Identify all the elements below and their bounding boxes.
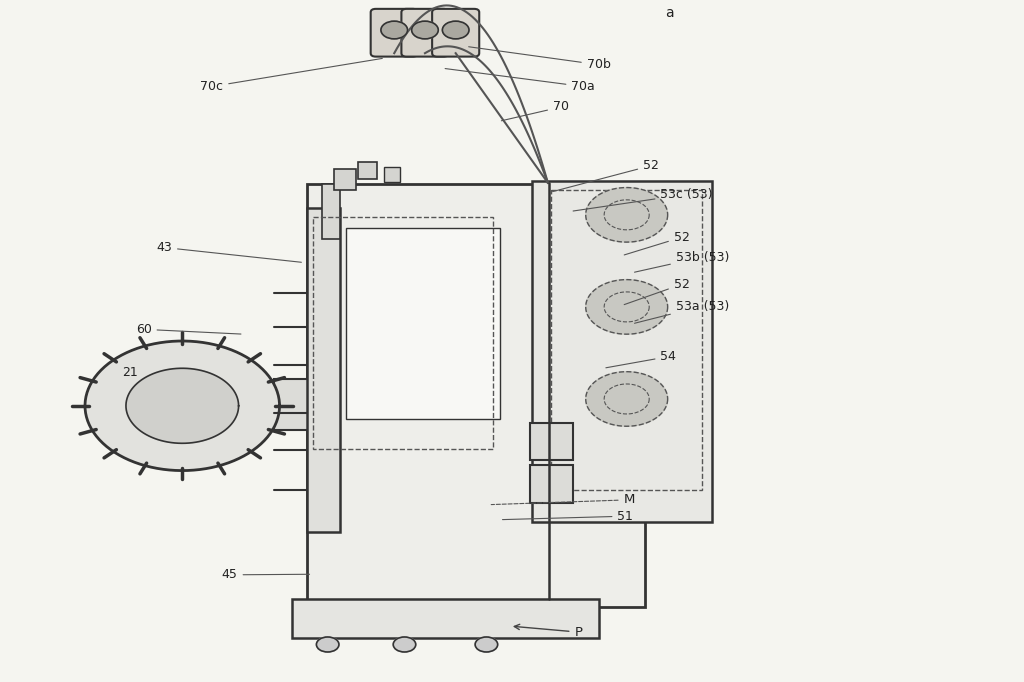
- Circle shape: [393, 637, 416, 652]
- Text: M: M: [492, 493, 635, 506]
- Text: 53a (53): 53a (53): [635, 299, 729, 323]
- Bar: [346, 228, 500, 419]
- Bar: [274, 379, 313, 430]
- Bar: [530, 465, 573, 503]
- Circle shape: [381, 21, 408, 39]
- Text: 45: 45: [221, 568, 309, 581]
- FancyBboxPatch shape: [401, 9, 449, 57]
- Bar: [384, 167, 400, 182]
- Bar: [334, 169, 356, 190]
- Text: a: a: [666, 6, 674, 20]
- Text: P: P: [514, 624, 583, 638]
- Text: 70b: 70b: [469, 47, 610, 71]
- Text: 53b (53): 53b (53): [635, 250, 729, 272]
- Circle shape: [442, 21, 469, 39]
- Polygon shape: [126, 368, 239, 443]
- Text: 51: 51: [503, 509, 634, 522]
- Text: 70c: 70c: [201, 59, 382, 93]
- Bar: [530, 423, 573, 460]
- Text: 52: 52: [553, 159, 659, 192]
- Text: 43: 43: [157, 241, 301, 263]
- Circle shape: [316, 637, 339, 652]
- Text: 54: 54: [606, 350, 677, 368]
- Polygon shape: [586, 372, 668, 426]
- Text: 53c (53): 53c (53): [573, 188, 713, 211]
- Bar: [313, 217, 493, 449]
- Text: 70: 70: [502, 100, 569, 121]
- Polygon shape: [586, 188, 668, 242]
- Text: 52: 52: [625, 278, 690, 305]
- FancyBboxPatch shape: [371, 9, 418, 57]
- Polygon shape: [586, 280, 668, 334]
- Polygon shape: [85, 341, 280, 471]
- Bar: [532, 181, 712, 522]
- Bar: [307, 208, 340, 532]
- Text: 52: 52: [625, 231, 690, 255]
- Text: 21: 21: [123, 366, 154, 387]
- Circle shape: [475, 637, 498, 652]
- Bar: [322, 184, 340, 239]
- Bar: [292, 599, 599, 638]
- Circle shape: [412, 21, 438, 39]
- Bar: [307, 184, 645, 607]
- Bar: [358, 162, 377, 179]
- Text: 70a: 70a: [445, 69, 595, 93]
- Bar: [551, 190, 702, 490]
- Text: 60: 60: [135, 323, 241, 336]
- FancyBboxPatch shape: [432, 9, 479, 57]
